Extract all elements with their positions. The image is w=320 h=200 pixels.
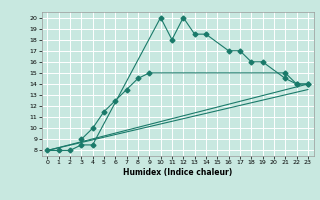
X-axis label: Humidex (Indice chaleur): Humidex (Indice chaleur) [123,168,232,177]
